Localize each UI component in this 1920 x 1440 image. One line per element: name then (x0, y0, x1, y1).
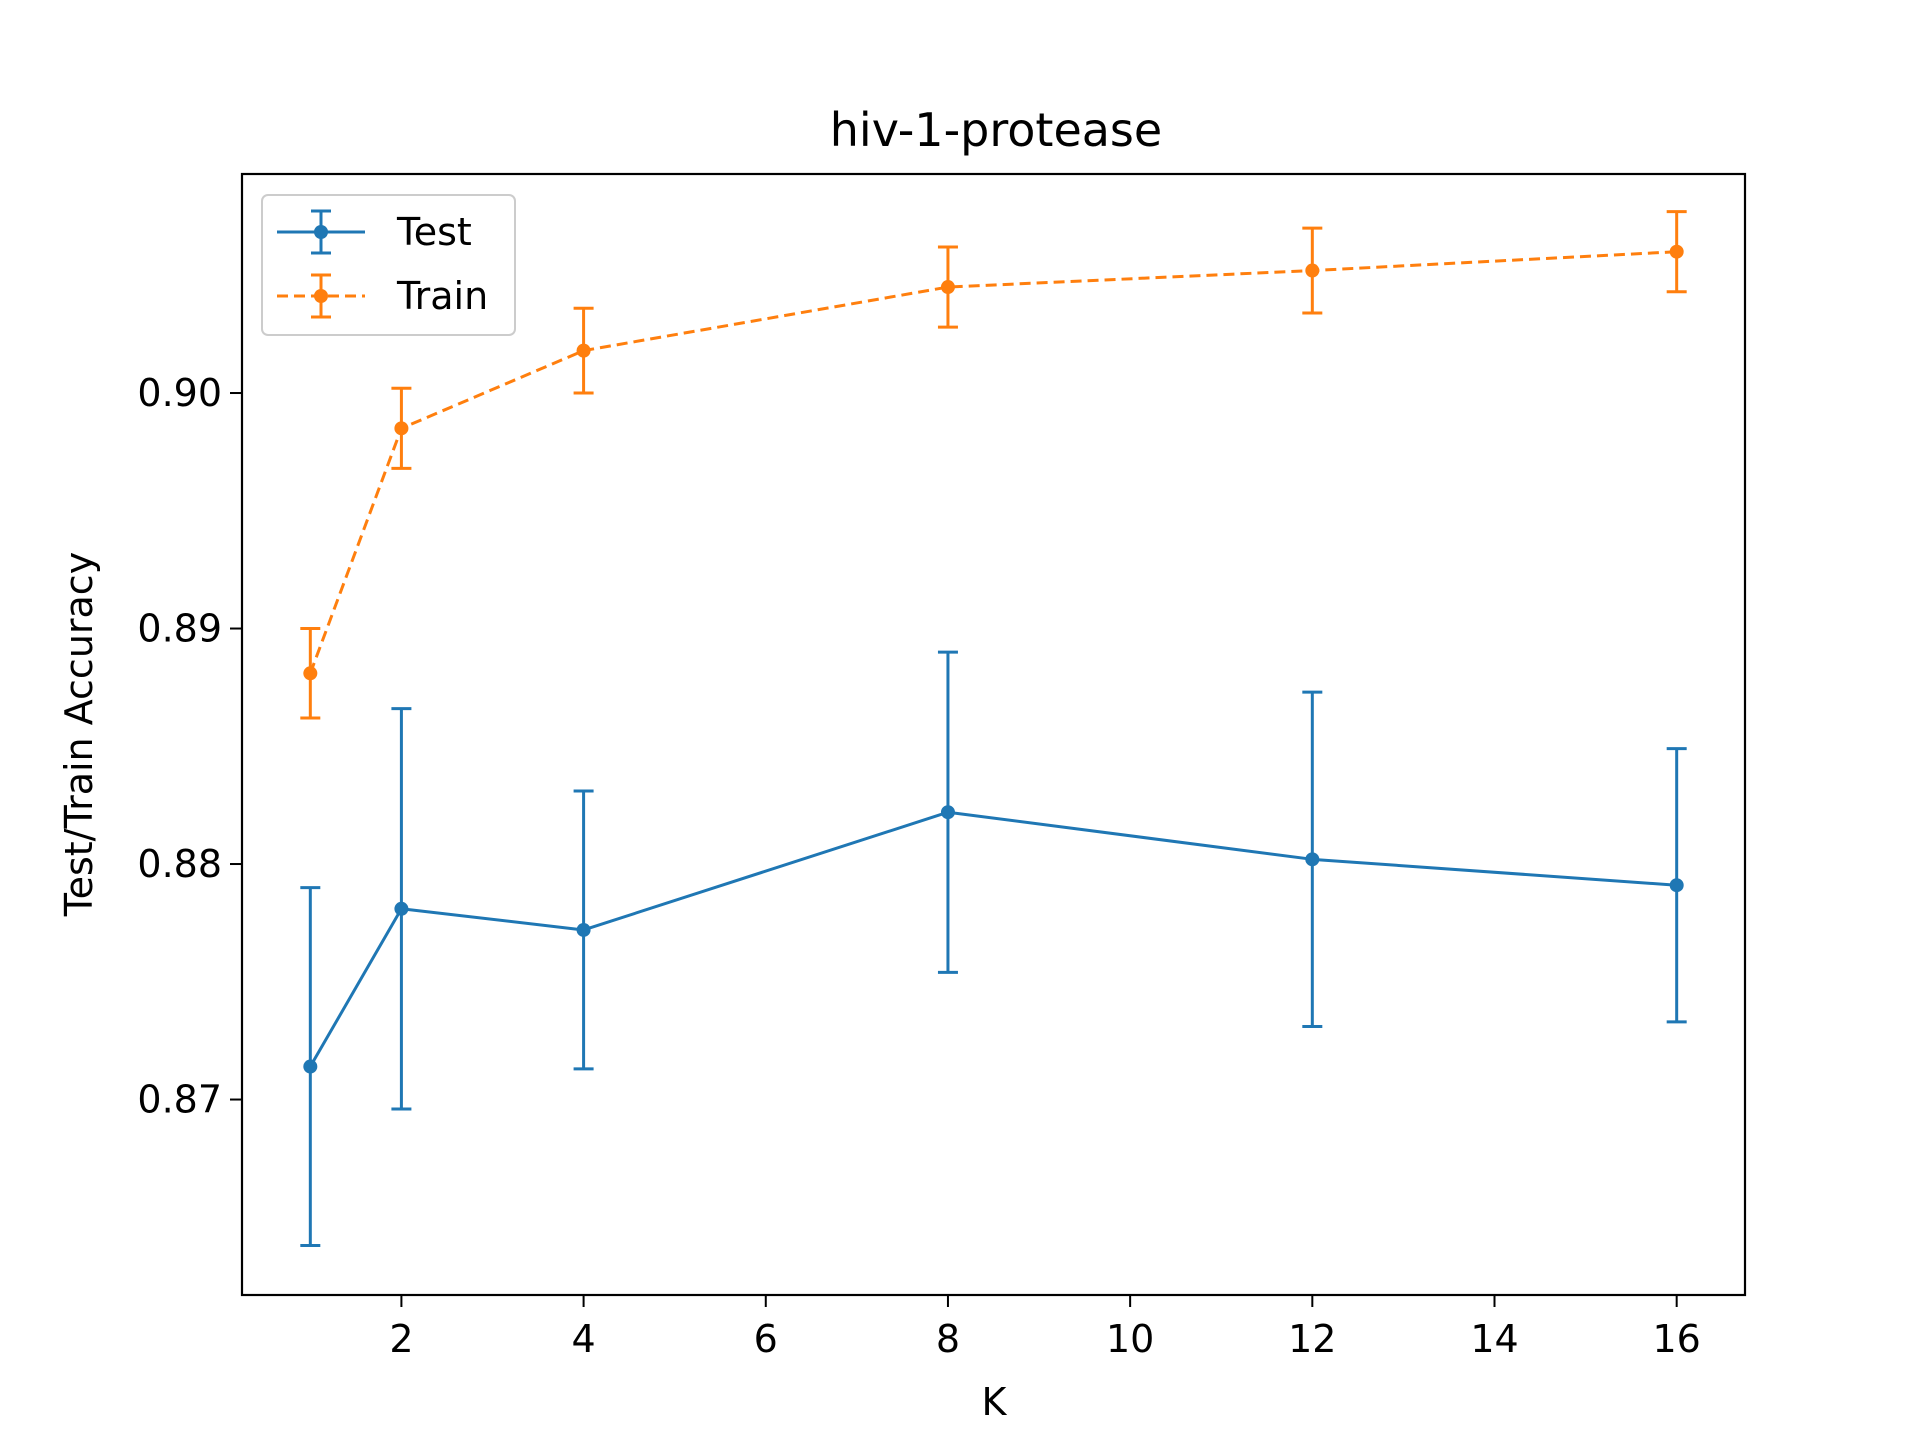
x-axis-title: K (982, 1380, 1008, 1424)
y-tick-label: 0.89 (137, 607, 222, 651)
data-point (1305, 263, 1320, 278)
data-point (576, 922, 591, 937)
series-train (300, 210, 1687, 720)
x-tick-label: 16 (1653, 1317, 1701, 1361)
x-tick-label: 4 (571, 1317, 595, 1361)
x-axis: 2 4 6 8 10 12 14 16 (389, 1295, 1701, 1361)
series-layer (300, 210, 1687, 1248)
legend: Test Train (261, 194, 516, 336)
plot-frame (242, 174, 1745, 1295)
y-tick-label: 0.88 (137, 842, 222, 886)
legend-marker (314, 225, 328, 239)
x-tick-label: 12 (1288, 1317, 1336, 1361)
x-tick-label: 10 (1106, 1317, 1154, 1361)
data-point (303, 1059, 318, 1074)
data-point (1669, 878, 1684, 893)
y-tick-label: 0.90 (137, 371, 222, 415)
legend-label: Test (396, 210, 472, 254)
y-axis-title: Test/Train Accuracy (57, 552, 101, 917)
legend-entry-test: Test (277, 209, 472, 255)
x-tick-label: 6 (754, 1317, 778, 1361)
y-axis: 0.87 0.88 0.89 0.90 (137, 371, 242, 1122)
x-tick-label: 2 (389, 1317, 413, 1361)
data-point (1669, 244, 1684, 259)
data-point (394, 421, 409, 436)
data-point (940, 280, 955, 295)
chart-title: hiv-1-protease (830, 103, 1162, 157)
legend-entry-train: Train (277, 273, 488, 319)
legend-marker (314, 289, 328, 303)
data-point (303, 666, 318, 681)
data-point (1305, 852, 1320, 867)
x-tick-label: 14 (1470, 1317, 1518, 1361)
series-line-test (309, 810, 1677, 1068)
y-tick-label: 0.87 (137, 1078, 222, 1122)
series-test (300, 650, 1687, 1248)
plot-border (240, 172, 1747, 1297)
data-point (394, 901, 409, 916)
data-point (940, 805, 955, 820)
data-point (576, 343, 591, 358)
x-tick-label: 8 (936, 1317, 960, 1361)
legend-label: Train (396, 274, 488, 318)
